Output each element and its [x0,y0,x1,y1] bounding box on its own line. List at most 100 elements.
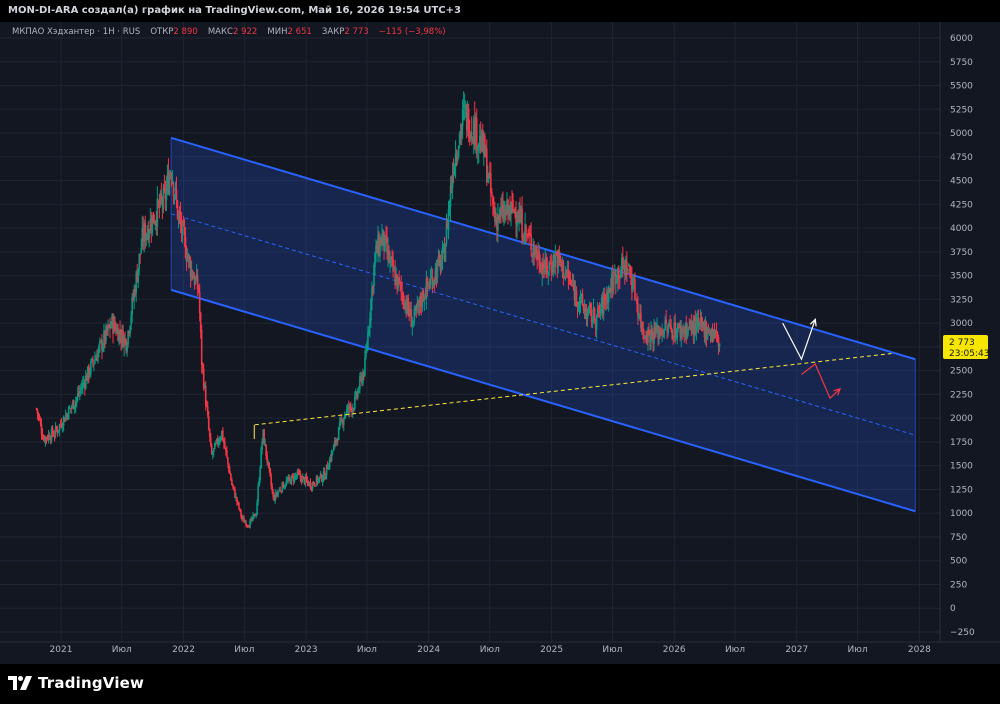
candle-body [103,331,105,346]
candle-body [80,387,83,390]
candle-body [558,251,561,258]
candle-body [492,197,494,205]
candle-body [659,329,661,332]
candle-body [478,135,481,147]
candle-body [142,228,145,242]
candle-body [388,250,390,263]
candle-body [664,320,666,331]
candle-body [94,359,96,364]
candle-body [157,201,160,204]
channel-upper-line [170,136,916,361]
candle-body [697,318,700,325]
candle-body [380,239,382,246]
time-tick-label: Июл [848,645,868,655]
candle-body [546,265,549,275]
candle-body [181,221,184,236]
candle-body [570,280,573,286]
candle-body [82,382,84,389]
candle-body [666,326,668,333]
candle-body [572,284,575,288]
candle-body [43,437,46,442]
candle-body [354,396,356,410]
price-tick-label: 6000 [950,34,973,44]
candle-body [544,258,547,273]
candle-body [145,234,148,241]
candle-body [394,270,396,285]
candle-body [62,416,65,426]
candle-body [163,185,166,191]
candle-body [701,322,704,327]
candle-body [699,318,702,321]
candle-body [318,476,321,480]
candle-body [655,330,657,335]
candle-body [71,401,74,407]
candle-body [138,253,141,270]
candle-body [150,222,153,232]
candle-body [500,208,502,211]
candle-body [642,321,644,334]
bottom-bar: TradingView [0,664,1000,704]
candle-body [428,286,431,288]
candle-body [187,254,190,259]
tradingview-logo[interactable]: TradingView [8,674,144,692]
candle-body [155,220,158,226]
price-tick-label: 3000 [950,319,973,329]
projection-down-arrow [801,363,841,400]
candle-body [684,324,687,334]
price-tick-label: 4250 [950,200,973,210]
candle-body [472,119,475,145]
candle-body [710,328,713,335]
candle-body [549,263,552,265]
candle-body [529,232,531,236]
candle-body [300,477,303,482]
candle-body [644,336,646,339]
candle-body [355,391,357,397]
candle-body [411,324,414,327]
candle-body [471,138,474,142]
candle-body [296,471,299,476]
candle-body [268,462,270,469]
candle-body [503,210,505,220]
price-tick-label: −250 [950,628,975,638]
candle-body [370,299,372,322]
candle-body [706,332,709,340]
candle-body [585,313,588,321]
candle-body [294,475,297,477]
price-chart[interactable]: 6000575055005250500047504500425040003750… [0,22,1000,664]
candle-body [469,132,472,140]
candle-body [249,520,251,529]
candle-body [86,375,88,381]
candle-body [166,174,169,187]
candle-body [489,171,491,174]
candle-body [442,245,445,248]
candle-body [101,339,103,351]
candle-body [295,475,298,477]
price-tick-label: 2000 [950,414,973,424]
candle-body [374,253,376,267]
candle-body [267,462,269,464]
candle-body [564,273,567,276]
candle-body [689,320,692,328]
candle-body [266,455,268,463]
candle-body [42,438,45,440]
candle-body [656,324,658,332]
candle-body [532,247,534,256]
candle-body [73,405,76,410]
candle-body [202,368,205,389]
candle-body [607,286,610,303]
candle-body [700,316,703,325]
candle-body [703,321,706,338]
candle-body [628,263,630,267]
price-tick-label: 1500 [950,462,973,472]
candle-body [289,479,292,484]
candle-body [186,256,189,261]
candle-body [596,308,599,317]
candle-body [695,320,698,334]
candle-body [234,489,236,498]
candle-body [241,515,243,519]
candle-body [504,208,506,212]
candle-body [96,357,98,361]
candle-body [54,426,57,435]
candle-body [603,293,606,300]
candle-body [509,209,511,216]
